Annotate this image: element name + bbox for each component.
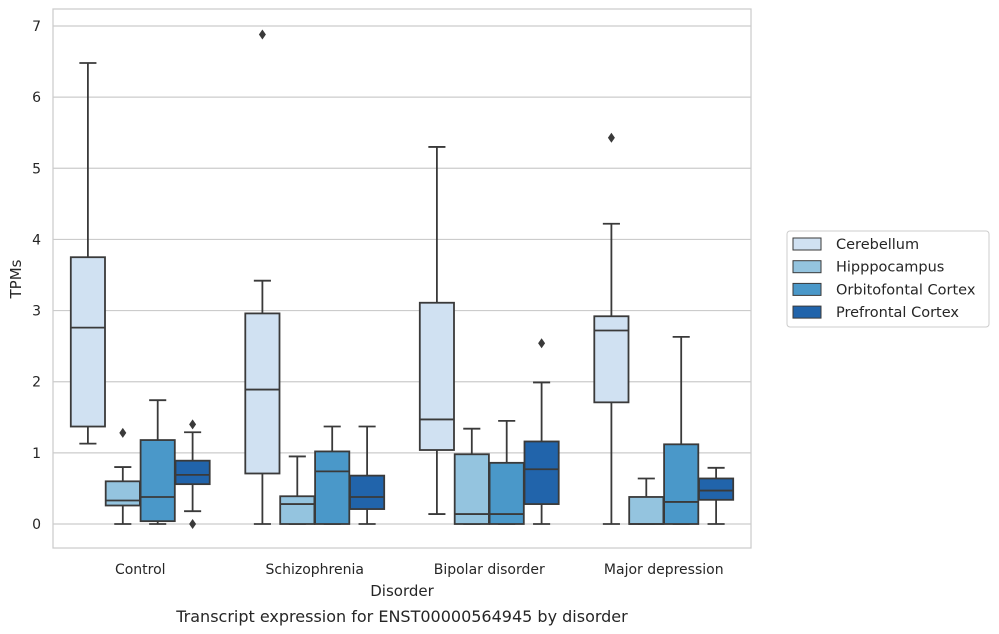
y-axis-title: TPMs [7,259,25,299]
box-iqr [314,450,351,525]
box-iqr [139,439,176,523]
x-tick-label: Bipolar disorder [434,562,545,578]
legend-label: Cerebellum [836,237,919,253]
box-major-depression-hipppocampus [628,477,665,525]
box-bipolar-disorder-cerebellum [418,146,455,515]
y-tick-label: 7 [32,19,41,35]
x-axis-title: Disorder [370,582,434,600]
y-tick-label: 1 [32,446,41,462]
box-iqr [174,459,211,486]
legend-frame [786,230,990,328]
box-groups [69,29,735,529]
chart-caption: Transcript expression for ENST0000056494… [175,607,628,626]
y-tick-label: 2 [32,375,41,391]
box-control-orbitofontal-cortex [139,399,176,525]
box-bipolar-disorder-orbitofontal-cortex [488,419,525,525]
x-tick-label: Major depression [604,562,724,578]
box-schizophrenia-orbitofontal-cortex [314,425,351,525]
outlier-point [258,29,266,40]
box-iqr [593,315,630,404]
legend-label: Orbitofontal Cortex [836,282,976,298]
box-iqr [279,495,316,525]
outlier-point [607,132,615,143]
y-tick-label: 0 [32,517,41,533]
x-tick-labels: Control Schizophrenia Bipolar disorder Majo… [115,562,724,578]
legend-swatch [792,282,822,296]
legend-swatch [792,305,822,319]
y-tick-label: 5 [32,161,41,177]
box-iqr [104,480,141,507]
box-iqr [663,443,700,525]
box-bipolar-disorder-prefrontal-cortex [523,338,560,525]
box-schizophrenia-cerebellum [244,29,281,525]
y-tick-label: 4 [32,232,41,248]
box-schizophrenia-prefrontal-cortex [349,425,386,525]
x-tick-label: Schizophrenia [266,562,364,578]
box-bipolar-disorder-hipppocampus [453,427,490,525]
box-iqr [418,301,455,451]
y-tick-labels: 0 1 2 3 4 5 6 7 [32,19,41,533]
plot-frame [52,8,752,549]
outlier-point [189,519,197,529]
box-iqr [453,453,490,525]
box-control-hipppocampus [104,427,141,525]
box-major-depression-cerebellum [593,132,630,525]
box-schizophrenia-hipppocampus [279,455,316,525]
box-iqr [698,477,735,501]
legend-label: Prefrontal Cortex [836,305,959,321]
box-iqr [628,496,665,525]
box-iqr [244,312,281,475]
legend-label: Hipppocampus [836,260,944,276]
legend-swatch [792,237,822,251]
y-tick-label: 6 [32,90,41,106]
outlier-point [538,338,546,349]
box-control-prefrontal-cortex [174,419,211,529]
outlier-point [189,419,197,430]
y-tick-label: 3 [32,304,41,320]
box-iqr [523,440,560,505]
outlier-point [119,427,127,438]
legend: Cerebellum Hipppocampus Orbitofontal Corte… [786,230,990,328]
box-control-cerebellum [69,62,106,445]
x-tick-label: Control [115,562,166,578]
legend-swatch [792,260,822,274]
box-major-depression-prefrontal-cortex [698,466,735,525]
box-iqr [69,256,106,428]
box-major-depression-orbitofontal-cortex [663,335,700,525]
box-iqr [349,474,386,510]
